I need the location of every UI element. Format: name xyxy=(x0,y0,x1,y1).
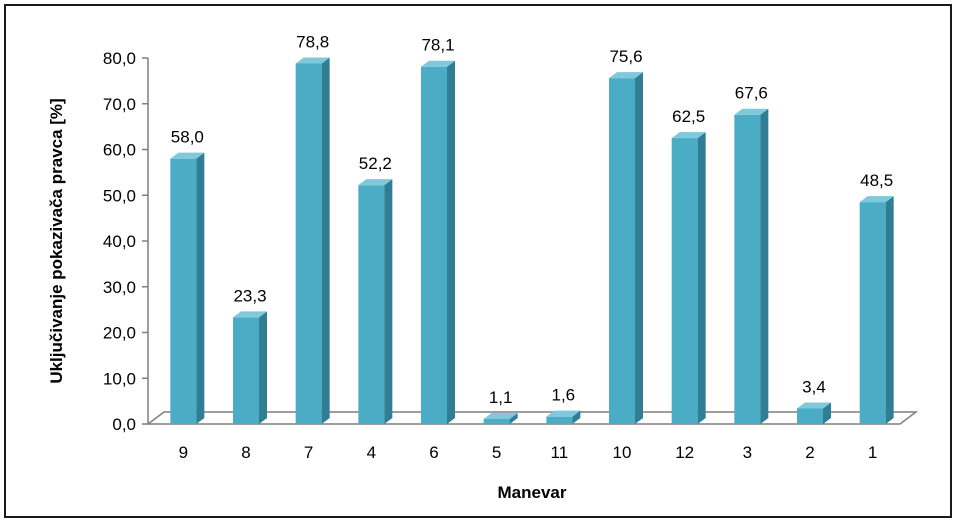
bar xyxy=(859,196,894,424)
y-axis-title: Uključivanje pokazivača pravca [%] xyxy=(47,98,66,383)
y-tick-label: 10,0 xyxy=(103,369,136,388)
x-tick-label: 12 xyxy=(675,443,694,462)
bar-front xyxy=(546,416,573,424)
bar-front xyxy=(483,418,510,424)
data-label: 78,1 xyxy=(421,36,454,55)
bar-side xyxy=(697,132,706,424)
x-tick-label: 2 xyxy=(805,443,814,462)
bar xyxy=(295,57,330,425)
data-label: 52,2 xyxy=(359,154,392,173)
bar-side xyxy=(321,57,330,425)
bar-side xyxy=(635,72,643,424)
bar xyxy=(233,311,267,424)
data-labels: 58,0 23,3 78,8 52,2 78,1 1,1 1,6 75,6 62,5 67,6 3,… xyxy=(171,32,893,406)
bar-series xyxy=(170,57,894,425)
data-label: 78,8 xyxy=(296,32,329,51)
bar xyxy=(421,60,455,424)
bar-side xyxy=(885,196,894,424)
y-tick-label: 0,0 xyxy=(112,415,136,434)
y-tick-label: 80,0 xyxy=(103,49,136,68)
x-tick-label: 3 xyxy=(743,443,752,462)
y-tick-label: 70,0 xyxy=(103,95,136,114)
chart-floor xyxy=(145,411,919,425)
bar-side xyxy=(447,60,455,424)
bar-side xyxy=(259,311,267,424)
bar xyxy=(546,410,581,424)
y-tick-label: 30,0 xyxy=(103,278,136,297)
data-label: 48,5 xyxy=(860,171,893,190)
bar-front xyxy=(671,138,698,424)
data-label: 75,6 xyxy=(609,47,642,66)
x-tick-label: 7 xyxy=(304,443,313,462)
bar-top xyxy=(170,152,205,159)
x-tick-label: 11 xyxy=(551,443,569,462)
bar-top xyxy=(859,196,894,203)
y-tick-label: 20,0 xyxy=(103,324,136,343)
bar-top xyxy=(609,72,643,79)
chart-axes: 0,0 10,0 20,0 30,0 40,0 50,0 60,0 70,0 80,0 9 8 7 4 6… xyxy=(103,49,919,462)
data-label: 3,4 xyxy=(802,377,826,396)
bar-top xyxy=(358,179,393,186)
bar-front xyxy=(170,158,197,424)
bar-top xyxy=(546,410,581,417)
bar-top xyxy=(295,57,330,64)
bar xyxy=(797,402,831,424)
bar-top xyxy=(421,60,455,67)
bar-front xyxy=(797,408,823,424)
y-tick-label: 40,0 xyxy=(103,232,136,251)
bar-front xyxy=(295,63,322,425)
bar-side xyxy=(384,179,393,424)
x-tick-label: 8 xyxy=(241,443,250,462)
bar xyxy=(609,72,643,424)
x-tick-label: 6 xyxy=(429,443,438,462)
data-label: 62,5 xyxy=(672,107,705,126)
bar xyxy=(483,412,518,424)
bar-side xyxy=(196,152,205,424)
bar-front xyxy=(233,317,259,424)
y-tick-label: 50,0 xyxy=(103,186,136,205)
x-tick-label: 10 xyxy=(613,443,632,462)
bar-top xyxy=(734,108,769,115)
chart-frame xyxy=(4,4,952,518)
bar-top xyxy=(483,412,518,419)
bar-top xyxy=(797,402,831,409)
y-tick-label: 60,0 xyxy=(103,141,136,160)
bar-top xyxy=(233,311,267,318)
x-tick-label: 5 xyxy=(492,443,501,462)
data-label: 58,0 xyxy=(171,128,204,147)
x-axis-title: Manevar xyxy=(498,483,567,502)
data-label: 1,6 xyxy=(552,386,576,405)
bar-side xyxy=(572,410,581,424)
bar-front xyxy=(358,185,385,424)
bar-front xyxy=(421,66,447,424)
bar-front xyxy=(734,114,761,424)
bar-side xyxy=(509,412,518,424)
data-label: 67,6 xyxy=(735,84,768,103)
data-label: 1,1 xyxy=(489,388,513,407)
data-label: 23,3 xyxy=(233,286,266,305)
bar-front xyxy=(609,78,635,424)
x-tick-label: 9 xyxy=(179,443,188,462)
bar xyxy=(671,132,706,424)
bar-side xyxy=(760,108,769,424)
bar-front xyxy=(859,202,886,424)
bar xyxy=(358,179,393,424)
x-tick-label: 4 xyxy=(367,443,376,462)
bar xyxy=(734,108,769,424)
bar-top xyxy=(671,132,706,139)
x-tick-label: 1 xyxy=(868,443,877,462)
bar-side xyxy=(823,402,831,424)
bar xyxy=(170,152,205,424)
